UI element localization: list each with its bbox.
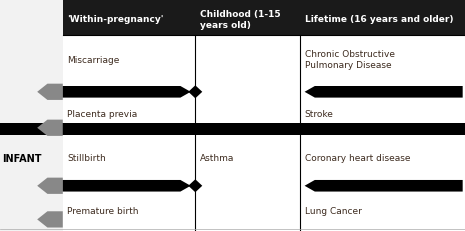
Bar: [63, 36, 195, 129]
Bar: [300, 36, 465, 129]
Text: INFANT: INFANT: [2, 153, 42, 163]
Polygon shape: [188, 86, 202, 99]
Polygon shape: [37, 120, 63, 136]
Text: Miscarriage: Miscarriage: [67, 56, 120, 64]
Text: Placenta previa: Placenta previa: [67, 110, 138, 119]
Bar: [195, 36, 300, 129]
Polygon shape: [37, 211, 63, 228]
Bar: [63, 0, 465, 36]
Polygon shape: [63, 87, 191, 98]
Polygon shape: [188, 179, 202, 192]
Text: Lifetime (16 years and older): Lifetime (16 years and older): [305, 15, 453, 24]
Text: Asthma: Asthma: [200, 154, 234, 163]
Text: Premature birth: Premature birth: [67, 206, 139, 215]
Polygon shape: [305, 180, 463, 192]
Polygon shape: [305, 87, 463, 98]
Bar: [63, 129, 195, 231]
Polygon shape: [63, 180, 191, 192]
Text: Stroke: Stroke: [305, 110, 333, 119]
Bar: [300, 129, 465, 231]
Text: Childhood (1-15
years old): Childhood (1-15 years old): [200, 10, 280, 30]
Text: Chronic Obstructive
Pulmonary Disease: Chronic Obstructive Pulmonary Disease: [305, 50, 395, 70]
Polygon shape: [37, 178, 63, 194]
Bar: [0, 124, 465, 135]
Polygon shape: [37, 84, 63, 100]
Text: 'Within-pregnancy': 'Within-pregnancy': [67, 15, 164, 24]
Text: Coronary heart disease: Coronary heart disease: [305, 154, 410, 163]
Text: Lung Cancer: Lung Cancer: [305, 206, 361, 215]
Text: Stillbirth: Stillbirth: [67, 154, 106, 163]
Bar: [195, 129, 300, 231]
